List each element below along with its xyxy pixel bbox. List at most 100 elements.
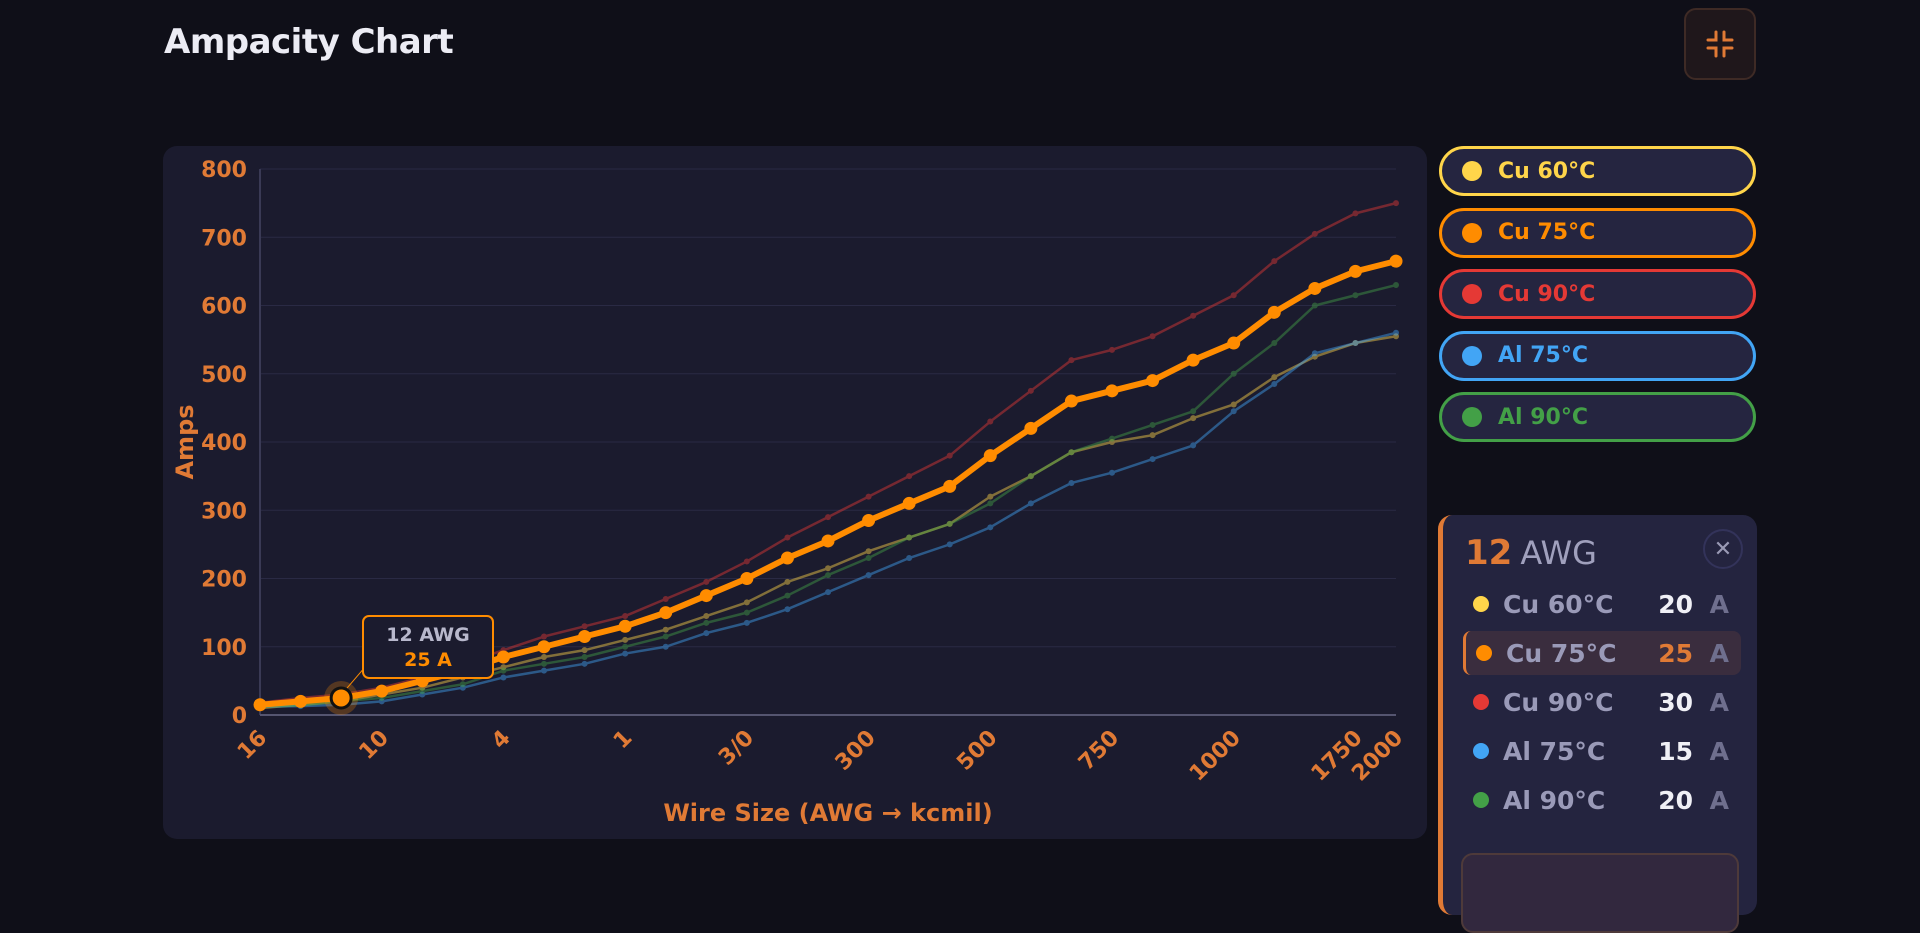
detail-row[interactable]: Cu 60°C 20 A (1463, 582, 1741, 626)
data-point (1027, 387, 1034, 394)
data-point (703, 578, 710, 585)
data-point (459, 684, 466, 691)
legend-label: Cu 60°C (1498, 158, 1596, 184)
data-point (1109, 435, 1115, 442)
data-point (1311, 230, 1318, 237)
data-point (1149, 333, 1156, 340)
detail-row-value: 30 (1658, 687, 1693, 717)
series-line (259, 283, 1397, 709)
data-point (1146, 374, 1160, 388)
data-point (1186, 353, 1200, 367)
data-point (1068, 449, 1075, 456)
data-point (1024, 421, 1038, 435)
data-point (1227, 336, 1241, 350)
data-point (1027, 500, 1034, 507)
data-point (419, 688, 426, 695)
data-point (375, 684, 389, 698)
x-tick-label: 3/0 (714, 726, 759, 771)
data-point (784, 578, 791, 585)
data-point (946, 452, 953, 459)
detail-row-label: Al 75°C (1503, 736, 1606, 766)
detail-row[interactable]: Al 90°C 20 A (1463, 778, 1741, 822)
data-point (581, 653, 588, 660)
data-point (581, 623, 588, 630)
series-dot-icon (1476, 645, 1492, 661)
legend-item[interactable]: Cu 75°C (1439, 207, 1756, 258)
x-axis-label: Wire Size (AWG → kcmil) (663, 799, 992, 827)
data-point (1109, 469, 1115, 476)
data-point (703, 630, 710, 637)
y-tick-label: 800 (201, 158, 247, 183)
close-icon: ✕ (1713, 536, 1733, 562)
data-point (699, 589, 713, 603)
data-point (780, 551, 794, 565)
series-dot-icon (1473, 694, 1489, 710)
data-point (1105, 384, 1119, 398)
y-tick-label: 500 (201, 363, 247, 388)
data-point (1190, 408, 1197, 415)
data-point (865, 555, 872, 562)
detail-row-unit: A (1709, 638, 1729, 668)
data-point (1389, 254, 1403, 268)
data-point (1352, 292, 1359, 299)
data-point (821, 534, 835, 548)
detail-panel: 12 AWG ✕ Cu 60°C 20 A Cu 75°C 25 A Cu 90°C 30 A Al… (1438, 515, 1757, 933)
y-tick-label: 300 (201, 499, 247, 524)
page-title: Ampacity Chart (164, 22, 454, 62)
data-point (1068, 357, 1075, 364)
data-point (1149, 421, 1156, 428)
data-point (1064, 394, 1078, 408)
data-point (1230, 408, 1237, 415)
legend-item[interactable]: Cu 60°C (1439, 146, 1756, 196)
data-point (541, 653, 547, 660)
data-point (1109, 439, 1115, 445)
x-tick-label: 4 (487, 726, 516, 755)
data-point (496, 650, 510, 664)
collapse-button[interactable] (1684, 8, 1756, 80)
data-point (1149, 456, 1156, 463)
data-point (500, 674, 507, 681)
detail-row[interactable]: Cu 75°C 25 A (1463, 631, 1741, 675)
data-point (784, 606, 791, 613)
detail-row[interactable]: Cu 90°C 30 A (1463, 680, 1741, 724)
detail-row-value: 20 (1658, 589, 1693, 619)
data-point (1190, 312, 1197, 319)
data-point (378, 698, 385, 705)
data-point (1271, 340, 1278, 347)
data-point (541, 660, 547, 667)
data-point (659, 606, 673, 620)
data-point (987, 524, 994, 531)
detail-unit: AWG (1520, 534, 1597, 572)
y-tick-label: 700 (201, 226, 247, 251)
detail-row-unit: A (1709, 736, 1729, 766)
data-point (1109, 346, 1115, 353)
data-point (1352, 340, 1359, 347)
detail-row-unit: A (1709, 589, 1729, 619)
data-point (662, 633, 669, 640)
data-point (865, 548, 872, 555)
legend-item[interactable]: Al 75°C (1439, 330, 1756, 381)
detail-action-button[interactable] (1461, 853, 1739, 933)
data-point (825, 572, 831, 579)
legend-label: Al 75°C (1498, 343, 1588, 368)
detail-row[interactable]: Al 75°C 15 A (1463, 729, 1741, 773)
tooltip-size: 12 AWG (386, 624, 469, 646)
data-point (1393, 333, 1399, 340)
legend-item[interactable]: Al 90°C (1439, 392, 1756, 442)
detail-size: 12 (1465, 533, 1513, 573)
data-point (622, 650, 629, 657)
data-point (1352, 340, 1359, 347)
legend-item[interactable]: Cu 90°C (1439, 269, 1756, 319)
data-point (500, 664, 507, 671)
data-point (703, 613, 710, 620)
y-tick-label: 400 (201, 431, 247, 456)
detail-header: 12 AWG (1465, 533, 1597, 573)
data-point (906, 534, 913, 541)
data-point (459, 681, 466, 688)
data-point (1393, 200, 1399, 207)
data-point (1230, 401, 1237, 408)
data-point (906, 534, 913, 541)
data-point (743, 619, 750, 626)
close-button[interactable]: ✕ (1703, 529, 1743, 569)
data-point (294, 694, 308, 708)
